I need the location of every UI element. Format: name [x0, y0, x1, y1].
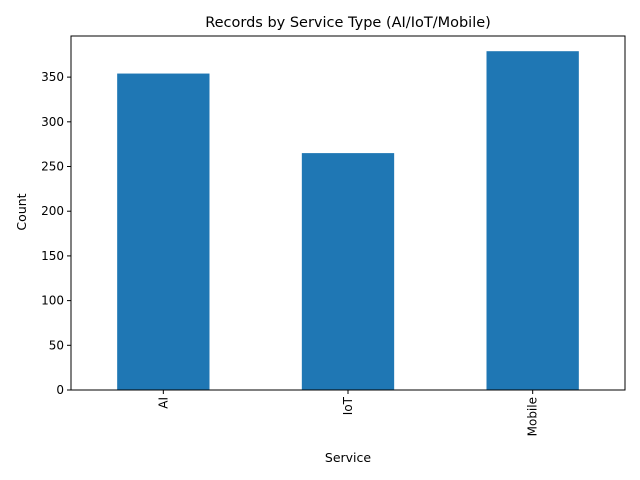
- chart-title: Records by Service Type (AI/IoT/Mobile): [205, 15, 491, 31]
- y-tick-label: 0: [56, 383, 64, 397]
- y-tick-label: 100: [41, 294, 64, 308]
- y-tick-label: 350: [41, 70, 64, 84]
- x-tick-label-iot: IoT: [341, 396, 355, 415]
- x-tick-label-ai: AI: [156, 397, 170, 409]
- y-axis-label: Count: [14, 193, 29, 230]
- y-tick-label: 150: [41, 249, 64, 263]
- y-tick-label: 250: [41, 160, 64, 174]
- y-tick-label: 50: [49, 338, 64, 352]
- bar-ai: [117, 73, 210, 391]
- x-axis-label: Service: [325, 450, 372, 465]
- y-tick-label: 200: [41, 204, 64, 218]
- bar-mobile: [486, 51, 579, 390]
- x-tick-label-mobile: Mobile: [526, 397, 540, 436]
- plot-area: 0 50 100 150 200 250 300 350 AI IoT Mobile: [41, 35, 626, 436]
- bar-iot: [301, 153, 395, 390]
- y-tick-label: 300: [41, 115, 64, 129]
